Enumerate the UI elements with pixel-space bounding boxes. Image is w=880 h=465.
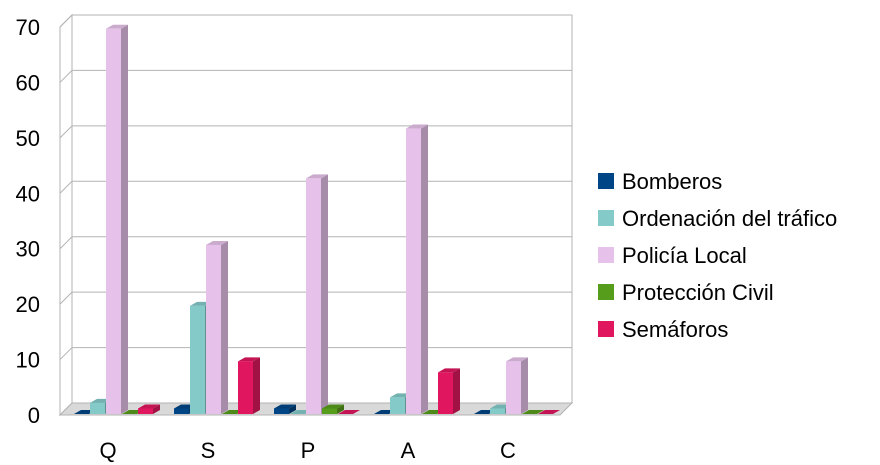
x-tick-label: Q: [99, 438, 116, 463]
x-tick-label: A: [401, 438, 416, 463]
y-axis-ticks: 0 10 20 30 40 50 60 70: [16, 15, 40, 428]
bar-top: [538, 410, 560, 414]
bar-top: [274, 404, 296, 409]
grid-line: [59, 14, 572, 28]
bar-front: [274, 408, 289, 414]
legend-label: Semáforos: [622, 317, 728, 342]
y-tick-label: 60: [16, 70, 40, 95]
bar-front: [174, 408, 189, 414]
bar-top: [106, 24, 128, 29]
bar-side: [289, 404, 296, 414]
bars: [74, 24, 560, 415]
bar-front: [206, 244, 221, 414]
bar-top: [306, 174, 328, 179]
y-tick-label: 30: [16, 237, 40, 262]
legend-swatch: [598, 321, 614, 337]
bar-top: [522, 410, 544, 414]
bar-top: [206, 240, 228, 245]
legend-label: Ordenación del tráfico: [622, 206, 837, 231]
bar: [506, 357, 528, 414]
legend-swatch: [598, 284, 614, 300]
grid-line: [59, 69, 572, 83]
legend-swatch: [598, 210, 614, 226]
bar-front: [190, 305, 205, 414]
legend-label: Protección Civil: [622, 280, 774, 305]
side-wall: [59, 13, 73, 417]
y-tick-label: 0: [28, 403, 40, 428]
y-tick-label: 20: [16, 292, 40, 317]
bar-side: [121, 24, 128, 415]
y-tick-label: 50: [16, 126, 40, 151]
grid-line: [59, 125, 572, 139]
y-tick-label: 40: [16, 181, 40, 206]
grid-line: [59, 236, 572, 250]
bar-front: [506, 361, 521, 414]
bar-top: [438, 368, 460, 373]
y-tick-label: 70: [16, 15, 40, 40]
bar-side: [337, 404, 344, 414]
bar: [322, 404, 344, 414]
legend-label: Policía Local: [622, 243, 747, 268]
bar: [438, 368, 460, 414]
bar-top: [138, 404, 160, 409]
bar-front: [106, 28, 121, 415]
bar-top: [338, 410, 360, 414]
bar: [106, 24, 128, 415]
bar-front: [90, 402, 105, 414]
bar: [138, 404, 160, 414]
y-tick-label: 10: [16, 348, 40, 373]
bar-top: [322, 404, 344, 409]
bar: [538, 410, 560, 414]
bar: [522, 410, 544, 414]
bar-top: [406, 124, 428, 129]
legend-label: Bomberos: [622, 169, 722, 194]
bar: [274, 404, 296, 414]
grid-line: [59, 291, 572, 305]
bar-front: [138, 408, 153, 414]
bar: [238, 357, 260, 414]
grid-lines: [59, 14, 572, 360]
bar: [338, 410, 360, 414]
bar-side: [153, 404, 160, 414]
bar-side: [253, 357, 260, 414]
bar-side: [321, 174, 328, 414]
bar: [406, 124, 428, 415]
bar-front: [306, 178, 321, 414]
grid-line: [59, 180, 572, 194]
bar-top: [238, 357, 260, 362]
legend: Bomberos Ordenación del tráfico Policía Lo…: [598, 169, 837, 342]
bar-front: [390, 397, 405, 414]
legend-swatch: [598, 173, 614, 189]
bar-top: [506, 357, 528, 362]
bar-side: [421, 124, 428, 415]
x-tick-label: P: [301, 438, 316, 463]
x-tick-label: S: [201, 438, 216, 463]
grid-line: [59, 347, 572, 360]
bar-side: [221, 240, 228, 414]
x-tick-label: C: [500, 438, 516, 463]
bar-front: [490, 408, 505, 414]
bar: [306, 174, 328, 414]
bar-side: [521, 357, 528, 414]
bar: [206, 240, 228, 414]
bar-front: [406, 128, 421, 415]
bar-front: [238, 361, 253, 414]
bar-side: [453, 368, 460, 414]
legend-swatch: [598, 247, 614, 263]
bar-front: [438, 372, 453, 414]
bar-front: [322, 408, 337, 414]
